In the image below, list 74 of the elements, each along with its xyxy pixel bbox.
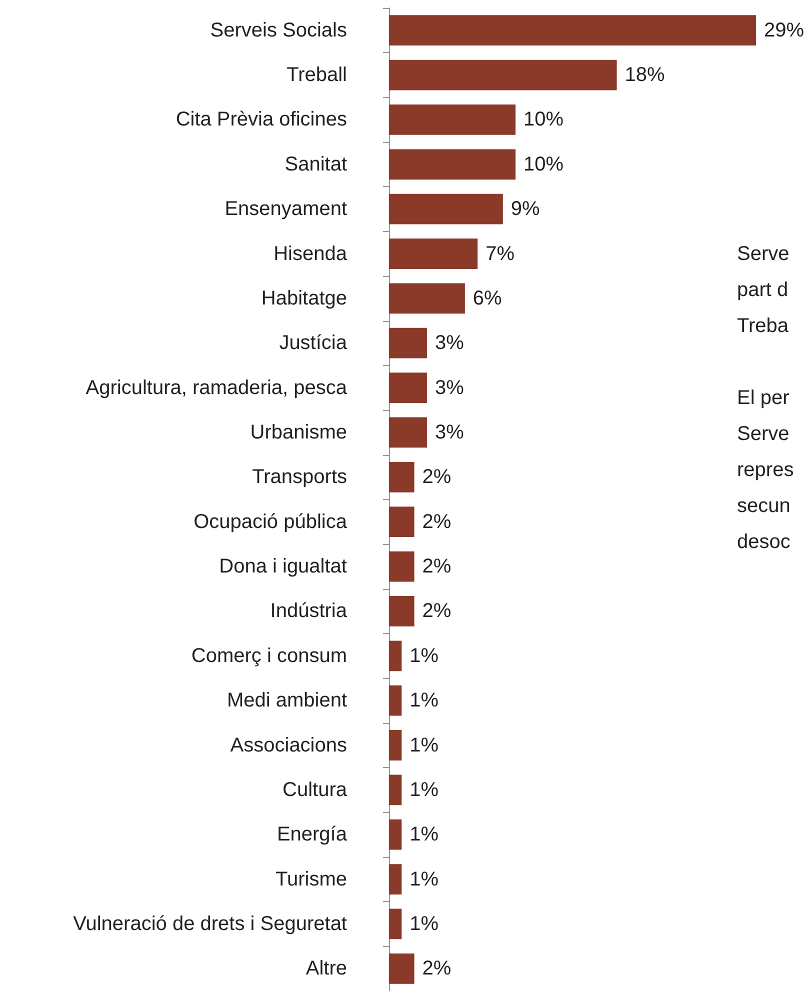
data-label: 3% [434,376,464,399]
bar [389,149,516,180]
bar [389,819,402,850]
y-tick-label: Ensenyament [224,198,348,220]
data-label: 29% [764,19,804,42]
y-tick-label: Justícia [279,332,348,354]
bar [389,462,414,492]
y-tick-label: Associacions [230,734,347,756]
y-tick-label: Hisenda [274,242,348,265]
y-tick-label: Energía [276,824,348,846]
data-label: 1% [410,778,439,801]
data-label: 2% [422,600,452,622]
y-tick-label: Comerç i consum [191,644,347,667]
data-label: 1% [410,690,439,712]
bar [389,864,402,894]
data-label: 3% [434,332,464,354]
y-tick-label: Treball [286,64,347,86]
data-label: 18% [624,64,666,86]
y-tick-label: Turisme [276,868,347,890]
y-tick-label: Sanitat [284,153,348,176]
data-label: 6% [472,287,502,310]
data-label: 10% [524,108,564,131]
bar [389,372,427,403]
annotation: Serve [737,243,790,265]
data-label: 1% [410,824,439,846]
data-label: 1% [410,734,439,756]
y-tick-label: Habitatge [261,287,347,310]
y-tick-label: Indústria [270,600,348,622]
y-tick-label: Vulneració de drets i Seguretat [73,912,348,935]
annotation: part d [737,279,788,301]
bar [389,194,503,224]
data-label: 1% [410,912,439,935]
data-label: 2% [422,556,452,578]
bar [389,238,478,269]
bar [389,908,402,940]
annotation: secun [737,495,790,517]
y-tick-label: Cultura [282,778,348,801]
bar [389,953,414,984]
bar [389,506,414,538]
data-label: 1% [410,644,439,667]
bar [389,417,427,448]
data-label: 3% [434,421,464,444]
annotation: El per [737,387,790,409]
y-tick-label: Medi ambient [226,690,348,712]
bar [389,283,465,314]
bar [389,15,756,46]
y-tick-label: Transports [252,466,347,488]
data-label: 1% [410,868,439,890]
y-tick-label: Urbanisme [250,421,347,444]
bar [389,104,516,135]
y-tick-label: Serveis Socials [210,19,347,42]
bar [389,730,402,760]
data-label: 2% [422,958,452,980]
data-label: 2% [422,466,452,488]
y-tick-label: Ocupació pública [194,510,348,533]
bar [389,328,427,358]
y-tick-label: Dona i igualtat [219,556,348,578]
y-tick-label: Altre [306,958,347,980]
bar [389,685,402,716]
annotation: repres [737,459,794,481]
bar [389,774,402,806]
annotation: Serve [737,423,790,445]
bar [389,596,414,626]
bar [389,640,402,672]
y-tick-label: Cita Prèvia oficines [176,108,347,131]
data-label: 9% [510,198,540,220]
data-label: 10% [524,153,564,176]
data-label: 7% [486,242,515,265]
annotation: desoc [737,531,790,553]
bar [389,60,617,90]
annotation: Treba [737,315,790,337]
y-tick-label: Agricultura, ramaderia, pesca [86,376,348,399]
data-label: 2% [422,510,452,533]
bar [389,551,414,582]
